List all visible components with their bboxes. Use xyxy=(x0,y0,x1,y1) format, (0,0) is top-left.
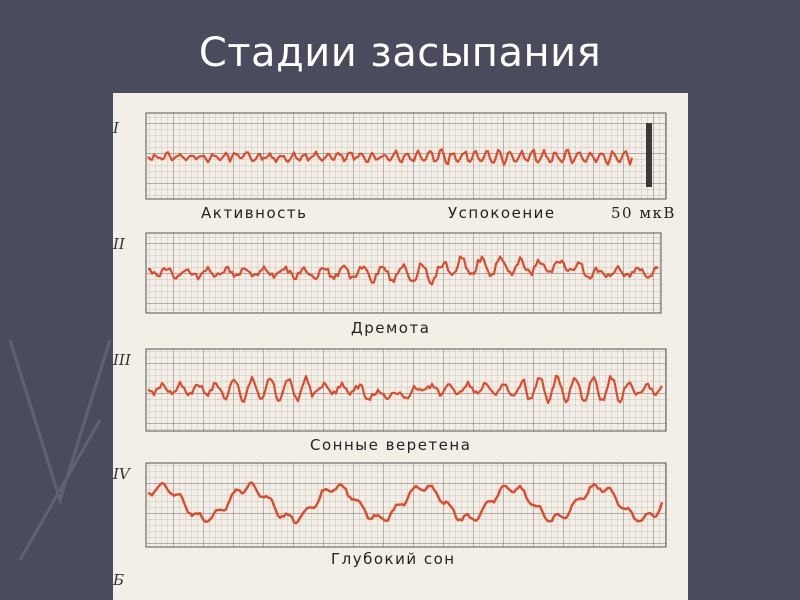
caption-deep-sleep: Глубокий сон xyxy=(331,550,456,568)
background-watermark xyxy=(8,339,112,561)
eeg-trace-1 xyxy=(147,148,634,166)
caption-activity: Активность xyxy=(201,204,308,222)
slide-title: Стадии засыпания xyxy=(198,30,602,76)
grid-panel-4 xyxy=(145,462,667,548)
caption-calm: Успокоение xyxy=(448,204,556,222)
eeg-figure: I II III IV Б Активность Успокоение 50 м… xyxy=(113,93,688,600)
footer-label: Б xyxy=(113,571,125,589)
caption-sleep-spindles: Сонные веретена xyxy=(310,436,472,454)
eeg-traces xyxy=(145,112,667,548)
panel-3-numeral: III xyxy=(113,351,131,369)
caption-drowsiness: Дремота xyxy=(351,319,431,337)
eeg-trace-3 xyxy=(147,374,663,405)
scale-label: 50 мкВ xyxy=(611,204,676,222)
amplitude-scale-bar xyxy=(646,123,652,187)
panel-2-numeral: II xyxy=(113,235,125,253)
eeg-trace-4 xyxy=(147,481,664,525)
panel-4-numeral: IV xyxy=(113,465,130,483)
panel-1-numeral: I xyxy=(113,119,119,137)
eeg-trace-2 xyxy=(148,255,659,286)
